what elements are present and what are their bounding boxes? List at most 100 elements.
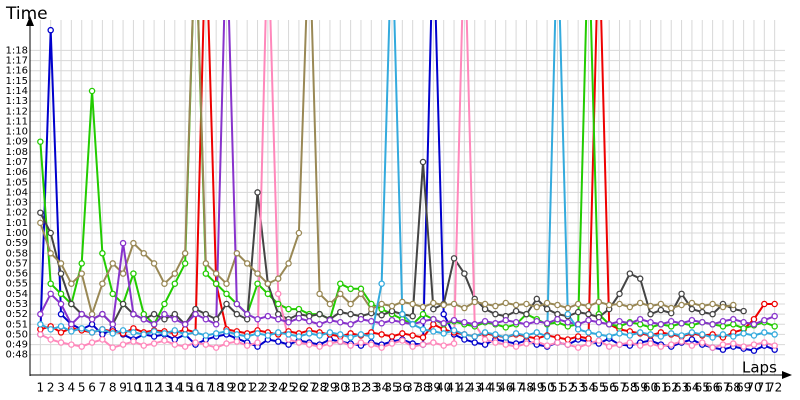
x-tick-label: 10 [126, 381, 141, 395]
data-point [285, 305, 292, 313]
data-point [119, 300, 127, 308]
data-point [326, 316, 334, 324]
data-point [730, 315, 737, 323]
y-tick-label: 0:50 [6, 329, 28, 340]
data-point [243, 342, 251, 349]
data-point [192, 310, 199, 318]
x-tick-label: 55 [591, 381, 606, 395]
data-point [585, 310, 592, 318]
data-point [68, 328, 75, 335]
data-point [699, 319, 706, 326]
x-tick-label: 65 [695, 381, 710, 395]
data-point [223, 300, 230, 308]
data-point [636, 342, 644, 349]
data-point [512, 301, 520, 309]
data-point [254, 330, 261, 337]
x-tick-label: 29 [322, 381, 337, 395]
data-point [57, 300, 65, 308]
data-point [657, 321, 665, 328]
data-point [181, 321, 189, 328]
x-tick-label: 52 [560, 381, 575, 395]
data-point [285, 260, 292, 267]
data-point [243, 310, 251, 318]
data-point [461, 331, 468, 338]
data-point [647, 331, 654, 338]
data-point [543, 305, 551, 313]
data-point [730, 340, 737, 347]
data-point [585, 329, 592, 336]
data-point [347, 342, 354, 349]
data-point [471, 321, 478, 328]
data-point [78, 260, 85, 267]
data-point [502, 316, 510, 324]
data-point [730, 321, 737, 328]
x-tick-label: 31 [343, 381, 358, 395]
data-point [688, 336, 696, 343]
data-point [274, 315, 282, 323]
data-point [481, 305, 489, 313]
data-point [595, 337, 603, 344]
y-tick-label: 0:52 [6, 309, 28, 320]
data-point [605, 343, 613, 350]
data-point [150, 333, 158, 340]
data-point [626, 270, 634, 277]
data-point [264, 332, 272, 339]
y-tick-label: 1:08 [6, 147, 28, 158]
data-point [181, 343, 189, 350]
data-point [667, 341, 675, 348]
data-point [223, 340, 230, 347]
x-tick-label: 59 [633, 381, 648, 395]
data-point [492, 320, 499, 327]
data-point [233, 250, 241, 257]
data-point [171, 315, 179, 323]
y-tick-label: 0:48 [6, 350, 28, 361]
data-point [409, 300, 416, 308]
data-point [761, 339, 768, 346]
data-point [419, 334, 427, 341]
data-point [378, 344, 385, 351]
data-point [595, 319, 603, 326]
data-point [461, 336, 468, 343]
x-tick-label: 36 [395, 381, 410, 395]
data-point [274, 338, 282, 345]
data-point [574, 300, 582, 308]
y-tick-label: 0:49 [6, 340, 28, 351]
x-axis-arrow [782, 371, 792, 379]
y-tick-label: 0:55 [6, 279, 28, 290]
data-point [337, 338, 344, 345]
x-tick-label: 42 [457, 381, 472, 395]
data-point [730, 333, 737, 340]
y-tick-label: 1:16 [6, 66, 28, 77]
x-tick-label: 18 [209, 381, 224, 395]
y-tick-label: 0:59 [6, 238, 28, 249]
data-point [450, 300, 458, 308]
x-tick-label: 44 [477, 381, 492, 395]
data-point [564, 336, 572, 343]
data-point [771, 300, 778, 308]
data-point [78, 270, 85, 277]
data-point [347, 300, 354, 308]
data-point [492, 310, 499, 318]
data-point [109, 330, 116, 337]
y-tick-label: 1:15 [6, 76, 28, 87]
data-point [657, 343, 665, 350]
data-point [99, 310, 106, 318]
data-point [419, 158, 427, 166]
data-point [647, 324, 654, 331]
data-point [37, 209, 44, 216]
x-tick-label: 15 [177, 381, 192, 395]
x-tick-label: 32 [353, 381, 368, 395]
data-point [202, 260, 210, 267]
data-point [750, 315, 758, 323]
tick-labels: 0:480:490:500:510:520:530:540:550:560:57… [6, 45, 783, 394]
data-point [636, 321, 644, 328]
data-point [699, 308, 706, 316]
x-tick-label: 38 [415, 381, 430, 395]
data-point [740, 330, 747, 337]
data-point [161, 300, 168, 308]
y-tick-label: 1:07 [6, 157, 28, 168]
data-point [605, 301, 613, 309]
data-point [326, 300, 334, 308]
data-point [688, 342, 696, 349]
data-point [171, 327, 179, 334]
